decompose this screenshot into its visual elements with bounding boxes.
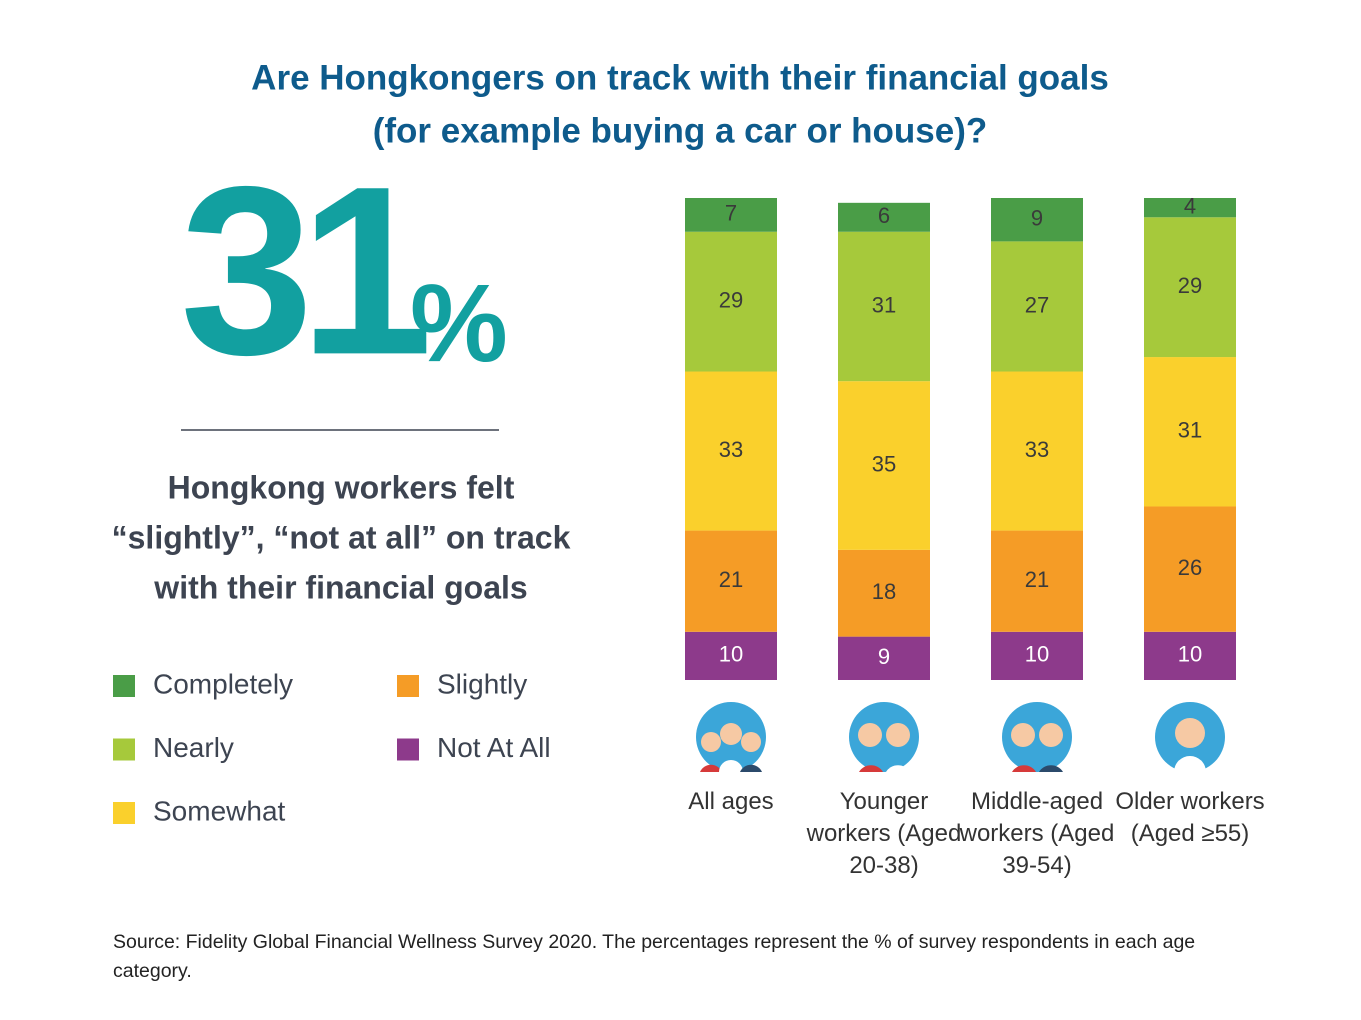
value-label: 10 bbox=[1025, 642, 1049, 667]
value-label: 33 bbox=[1025, 437, 1049, 462]
value-label: 9 bbox=[1031, 206, 1043, 231]
legend-swatch bbox=[113, 675, 135, 697]
bar-segment bbox=[685, 231, 777, 372]
value-label: 7 bbox=[725, 201, 737, 226]
value-label: 27 bbox=[1025, 292, 1049, 317]
icons bbox=[696, 702, 1225, 772]
bar-segment bbox=[838, 202, 930, 232]
legend-swatch bbox=[397, 675, 419, 697]
value-label: 29 bbox=[719, 287, 743, 312]
title: (for example buying a car or house)? bbox=[373, 111, 988, 150]
value-label: 10 bbox=[719, 642, 743, 667]
bar-segment bbox=[991, 371, 1083, 531]
bar-segment bbox=[991, 530, 1083, 632]
legend-swatch bbox=[397, 738, 419, 761]
bar-segment bbox=[1144, 217, 1236, 358]
stat-number: 31 bbox=[180, 136, 426, 404]
category-label: Older workers (Aged ≥55) bbox=[1115, 788, 1265, 847]
legend-label: Completely bbox=[153, 668, 293, 699]
legend-swatch bbox=[113, 738, 135, 761]
icon bbox=[1002, 702, 1072, 772]
category-label: All ages bbox=[688, 788, 774, 815]
bar-segment bbox=[1144, 631, 1236, 680]
bar-segment bbox=[838, 549, 930, 637]
stat-unit: % bbox=[410, 262, 508, 385]
bar-segment bbox=[685, 530, 777, 632]
value-label: 4 bbox=[1184, 193, 1196, 218]
legend-label: Slightly bbox=[437, 668, 527, 699]
value-label: 31 bbox=[1178, 418, 1202, 443]
value-label: 18 bbox=[872, 579, 896, 604]
value-label: 26 bbox=[1178, 555, 1202, 580]
title: Are Hongkongers on track with their fina… bbox=[251, 58, 1109, 97]
bar-segment bbox=[838, 381, 930, 550]
value-label: 6 bbox=[878, 203, 890, 228]
icon bbox=[849, 702, 919, 772]
bar-segment bbox=[991, 631, 1083, 680]
value-label: 21 bbox=[719, 567, 743, 592]
value-label: 21 bbox=[1025, 567, 1049, 592]
bar-segment bbox=[838, 231, 930, 382]
value-label: 10 bbox=[1178, 642, 1202, 667]
stat-caption: Hongkong workers felt bbox=[168, 469, 515, 505]
bar-segment bbox=[1144, 357, 1236, 507]
value-label: 31 bbox=[872, 292, 896, 317]
legend-swatch bbox=[113, 802, 135, 824]
category-label: Middle-aged workers (Aged 39-54) bbox=[959, 788, 1115, 879]
stat-caption: with their financial goals bbox=[153, 569, 527, 605]
value-label: 33 bbox=[719, 437, 743, 462]
source-note: Source: Fidelity Global Financial Wellne… bbox=[113, 931, 1196, 982]
bar-segment bbox=[1144, 198, 1236, 218]
legend-label: Not At All bbox=[437, 732, 551, 763]
bar-segment bbox=[991, 241, 1083, 372]
value-label: 35 bbox=[872, 451, 896, 476]
category-label: Younger workers (Aged 20-38) bbox=[806, 788, 962, 879]
bar-segment bbox=[838, 636, 930, 680]
stat-caption: “slightly”, “not at all” on track bbox=[112, 519, 571, 555]
legend-label: Nearly bbox=[153, 732, 234, 763]
bar-segment bbox=[685, 631, 777, 680]
bar-segment bbox=[1144, 506, 1236, 632]
value-label: 29 bbox=[1178, 273, 1202, 298]
bar-segment bbox=[991, 198, 1083, 242]
bar-segment bbox=[685, 371, 777, 531]
bar-segment bbox=[685, 198, 777, 232]
value-label: 9 bbox=[878, 644, 890, 669]
legend-label: Somewhat bbox=[153, 795, 286, 826]
